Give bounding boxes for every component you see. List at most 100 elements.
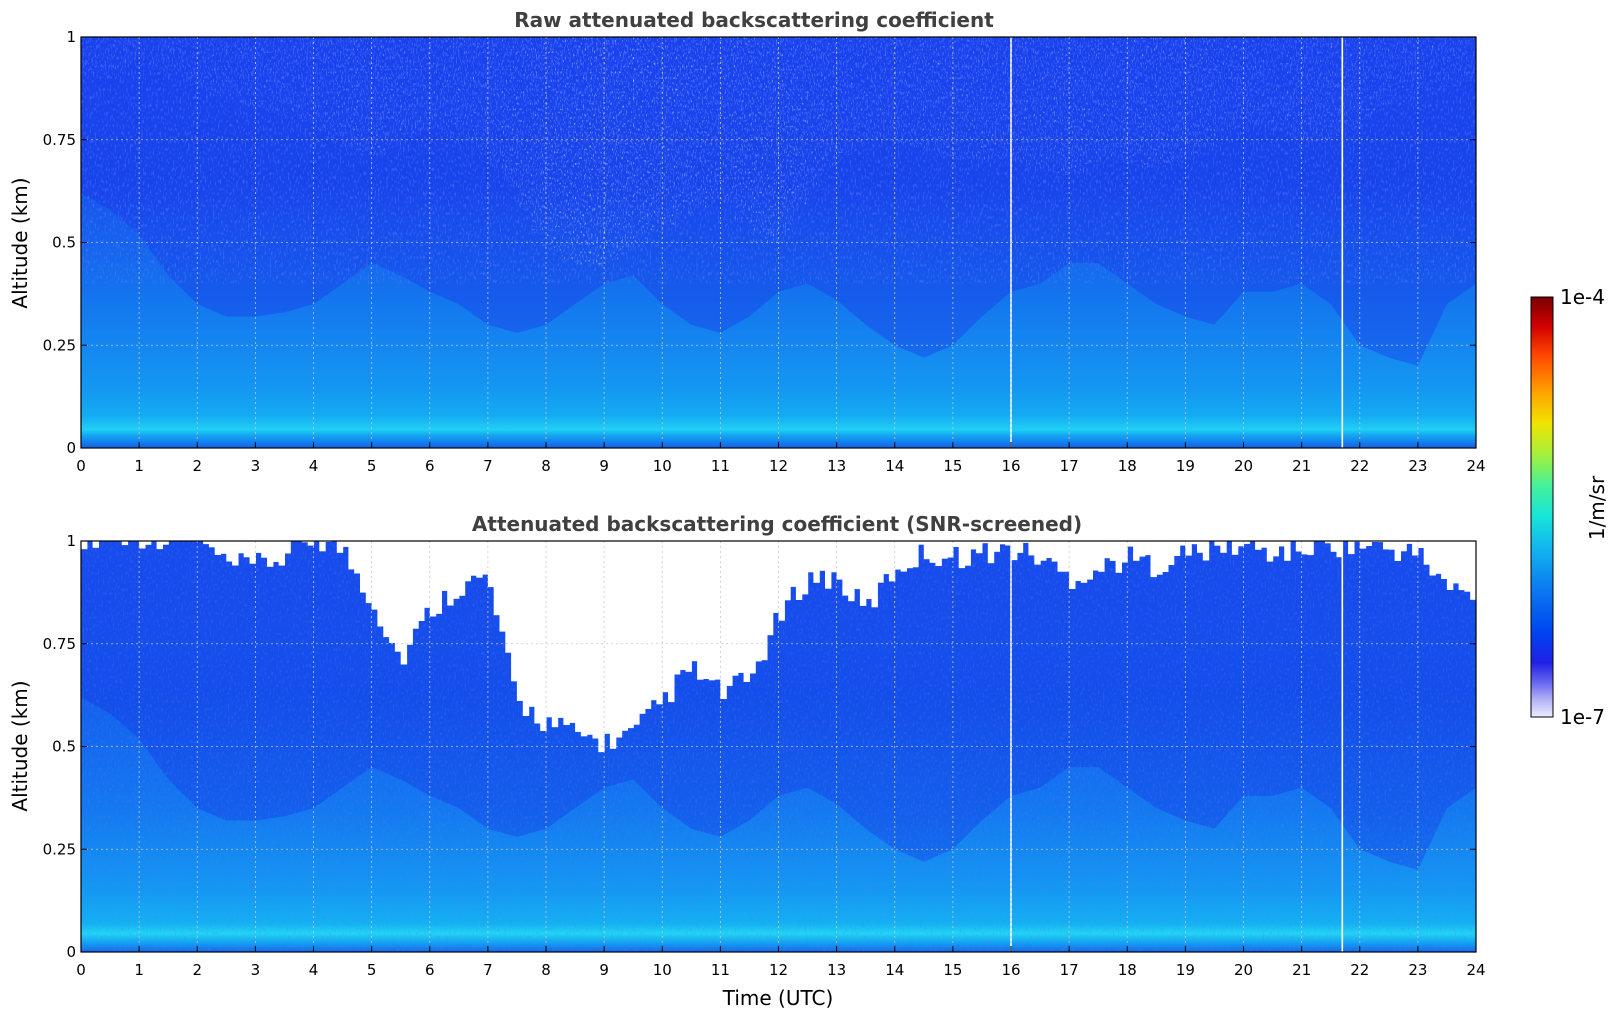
- screened-cell: [929, 541, 936, 563]
- x-tick-label: 2: [192, 457, 202, 475]
- screened-cell: [563, 541, 570, 725]
- screened-cell: [1133, 541, 1140, 561]
- screened-cell: [336, 541, 344, 553]
- screened-cell: [156, 541, 163, 550]
- screened-cell: [267, 541, 274, 567]
- screened-cell: [732, 541, 739, 676]
- screened-cell: [476, 541, 483, 578]
- screened-cell: [1406, 541, 1413, 544]
- screened-cell: [1086, 541, 1093, 580]
- screened-cell: [981, 541, 989, 544]
- screened-cell: [406, 541, 413, 645]
- screened-y-tick-labels: 0 0.25 0.5 0.75 1: [43, 532, 1476, 961]
- x-tick-label: 4: [309, 961, 319, 979]
- screened-cell: [1214, 541, 1221, 546]
- screened-cell: [516, 541, 524, 701]
- screened-cell: [1109, 541, 1117, 561]
- screened-cell: [639, 541, 646, 714]
- colorbar-units-label: 1/m/sr: [1585, 475, 1609, 540]
- x-tick-label: 21: [1292, 457, 1311, 475]
- screened-cell: [1301, 541, 1308, 555]
- screened-cell: [249, 541, 256, 564]
- screened-cell: [1092, 541, 1099, 571]
- screened-cell: [1045, 541, 1053, 558]
- screened-cell: [1383, 541, 1390, 550]
- screened-cell: [1417, 541, 1425, 548]
- y-tick-label: 0.5: [52, 738, 76, 756]
- x-tick-label: 20: [1234, 457, 1253, 475]
- screened-cell: [162, 541, 169, 545]
- screened-cell: [877, 541, 884, 583]
- x-tick-label: 3: [251, 961, 261, 979]
- screened-cell: [551, 541, 559, 728]
- x-tick-label: 20: [1234, 961, 1253, 979]
- screened-cell: [912, 541, 919, 568]
- screened-cell: [1167, 541, 1175, 565]
- x-tick-label: 24: [1466, 457, 1485, 475]
- screened-cell: [144, 541, 152, 545]
- screened-cell: [1429, 541, 1436, 576]
- x-axis-label: Time (UTC): [722, 986, 834, 1010]
- screened-cell: [1412, 541, 1419, 556]
- screened-cell: [121, 541, 129, 546]
- screened-cell: [1051, 541, 1059, 562]
- screened-cell: [656, 541, 663, 705]
- screened-cell: [743, 541, 750, 682]
- screened-cell: [598, 541, 605, 753]
- screened-cell: [546, 541, 553, 718]
- screened-cell: [691, 541, 698, 662]
- screened-cell: [389, 541, 396, 643]
- x-tick-label: 22: [1350, 457, 1369, 475]
- screened-cell: [418, 541, 425, 621]
- screened-cell: [697, 541, 704, 680]
- screened-cell: [993, 541, 1000, 552]
- x-tick-label: 18: [1118, 457, 1137, 475]
- screened-cell: [1202, 541, 1210, 561]
- y-tick-label: 0: [66, 439, 76, 457]
- screened-cell: [883, 541, 890, 575]
- screened-cell: [301, 541, 309, 543]
- screened-cell: [1464, 541, 1471, 592]
- x-tick-label: 16: [1001, 961, 1020, 979]
- y-tick-label: 0.25: [43, 840, 76, 858]
- screened-cell: [348, 541, 355, 570]
- screened-cell: [139, 541, 146, 549]
- screened-cell: [708, 541, 716, 681]
- screened-cell: [569, 541, 576, 723]
- screened-cell: [220, 541, 227, 554]
- screened-cell: [1098, 541, 1105, 572]
- colorbar-min-label: 1e-7: [1560, 705, 1605, 729]
- screened-cell: [766, 541, 774, 636]
- screened-cell: [319, 541, 326, 552]
- x-tick-label: 10: [653, 961, 672, 979]
- screened-cell: [918, 541, 925, 545]
- screened-cell: [1080, 541, 1088, 583]
- screened-cell: [237, 541, 245, 554]
- screened-x-tick-labels: 0 1 2 3 4 5 6 7 8 9 10 11 12 13 14 15 16 17 18 19 20 21 22 23 24: [76, 946, 1486, 979]
- screened-cell: [633, 541, 640, 725]
- screened-cell: [1470, 541, 1477, 600]
- screened-cell: [702, 541, 710, 679]
- screened-cell: [906, 541, 913, 569]
- screened-cell: [807, 541, 814, 573]
- screened-cell: [1359, 541, 1367, 549]
- x-tick-label: 23: [1408, 961, 1427, 979]
- screened-cell: [1074, 541, 1082, 581]
- screened-cell: [726, 541, 733, 686]
- screened-cell: [400, 541, 408, 665]
- screened-cell: [429, 541, 437, 617]
- screened-cell: [1138, 541, 1146, 557]
- screened-cell: [644, 541, 652, 709]
- screened-cell: [441, 541, 448, 591]
- x-tick-label: 3: [251, 457, 261, 475]
- screened-cell: [894, 541, 902, 570]
- x-tick-label: 16: [1001, 457, 1020, 475]
- screened-cell: [964, 541, 971, 566]
- screened-cell: [458, 541, 466, 596]
- screened-cell: [81, 541, 88, 550]
- x-tick-label: 13: [827, 961, 846, 979]
- screened-cell: [557, 541, 564, 718]
- x-tick-label: 8: [541, 457, 551, 475]
- screened-cell: [604, 541, 611, 734]
- screened-cell: [1388, 541, 1396, 550]
